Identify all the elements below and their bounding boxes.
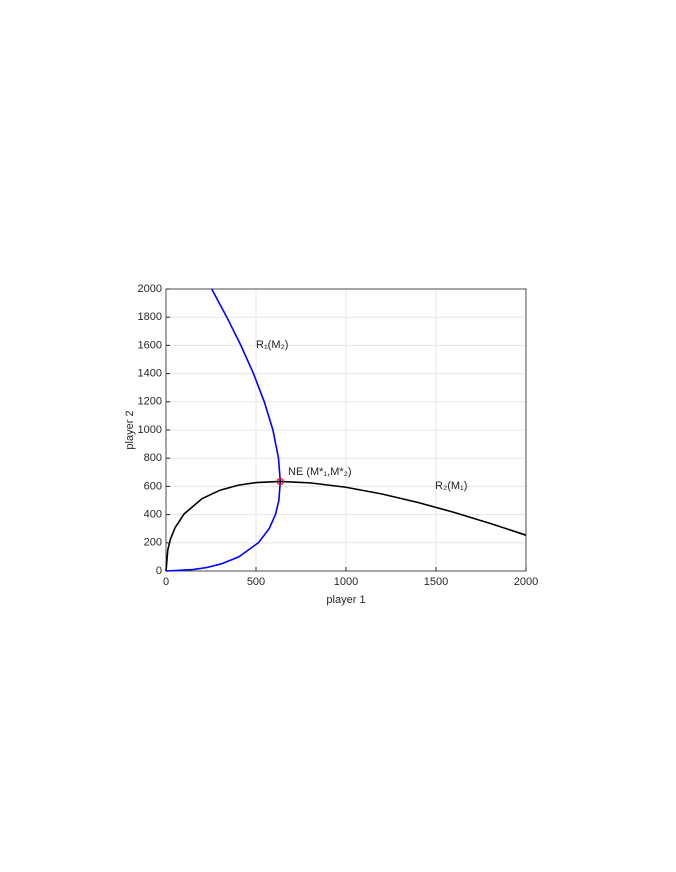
- y-tick-label: 0: [156, 565, 162, 577]
- series-line: [165, 480, 527, 572]
- annotation: NE (M*₁,M*₂): [288, 466, 352, 478]
- y-tick-label: 800: [144, 452, 162, 464]
- series-line: [165, 288, 282, 572]
- x-tick-label: 500: [247, 576, 265, 588]
- annotation: R₁(M₂): [256, 339, 288, 351]
- x-axis-label: player 1: [326, 594, 365, 606]
- y-tick-label: 400: [144, 509, 162, 521]
- x-tick-label: 0: [163, 576, 169, 588]
- x-tick-label: 1500: [424, 576, 448, 588]
- y-tick-label: 1400: [138, 368, 162, 380]
- y-tick-label: 1200: [138, 396, 162, 408]
- y-tick-label: 1600: [138, 339, 162, 351]
- y-tick-label: 2000: [138, 283, 162, 295]
- y-tick-label: 1800: [138, 311, 162, 323]
- x-tick-label: 2000: [514, 576, 538, 588]
- equilibrium-point: [276, 477, 284, 486]
- y-tick-label: 200: [144, 537, 162, 549]
- axes-box: [165, 288, 527, 572]
- y-axis-label: player 2: [124, 410, 136, 449]
- y-tick-label: 1000: [138, 424, 162, 436]
- x-tick-label: 1000: [334, 576, 358, 588]
- annotation: R₂(M₁): [435, 480, 467, 492]
- y-tick-label: 600: [144, 480, 162, 492]
